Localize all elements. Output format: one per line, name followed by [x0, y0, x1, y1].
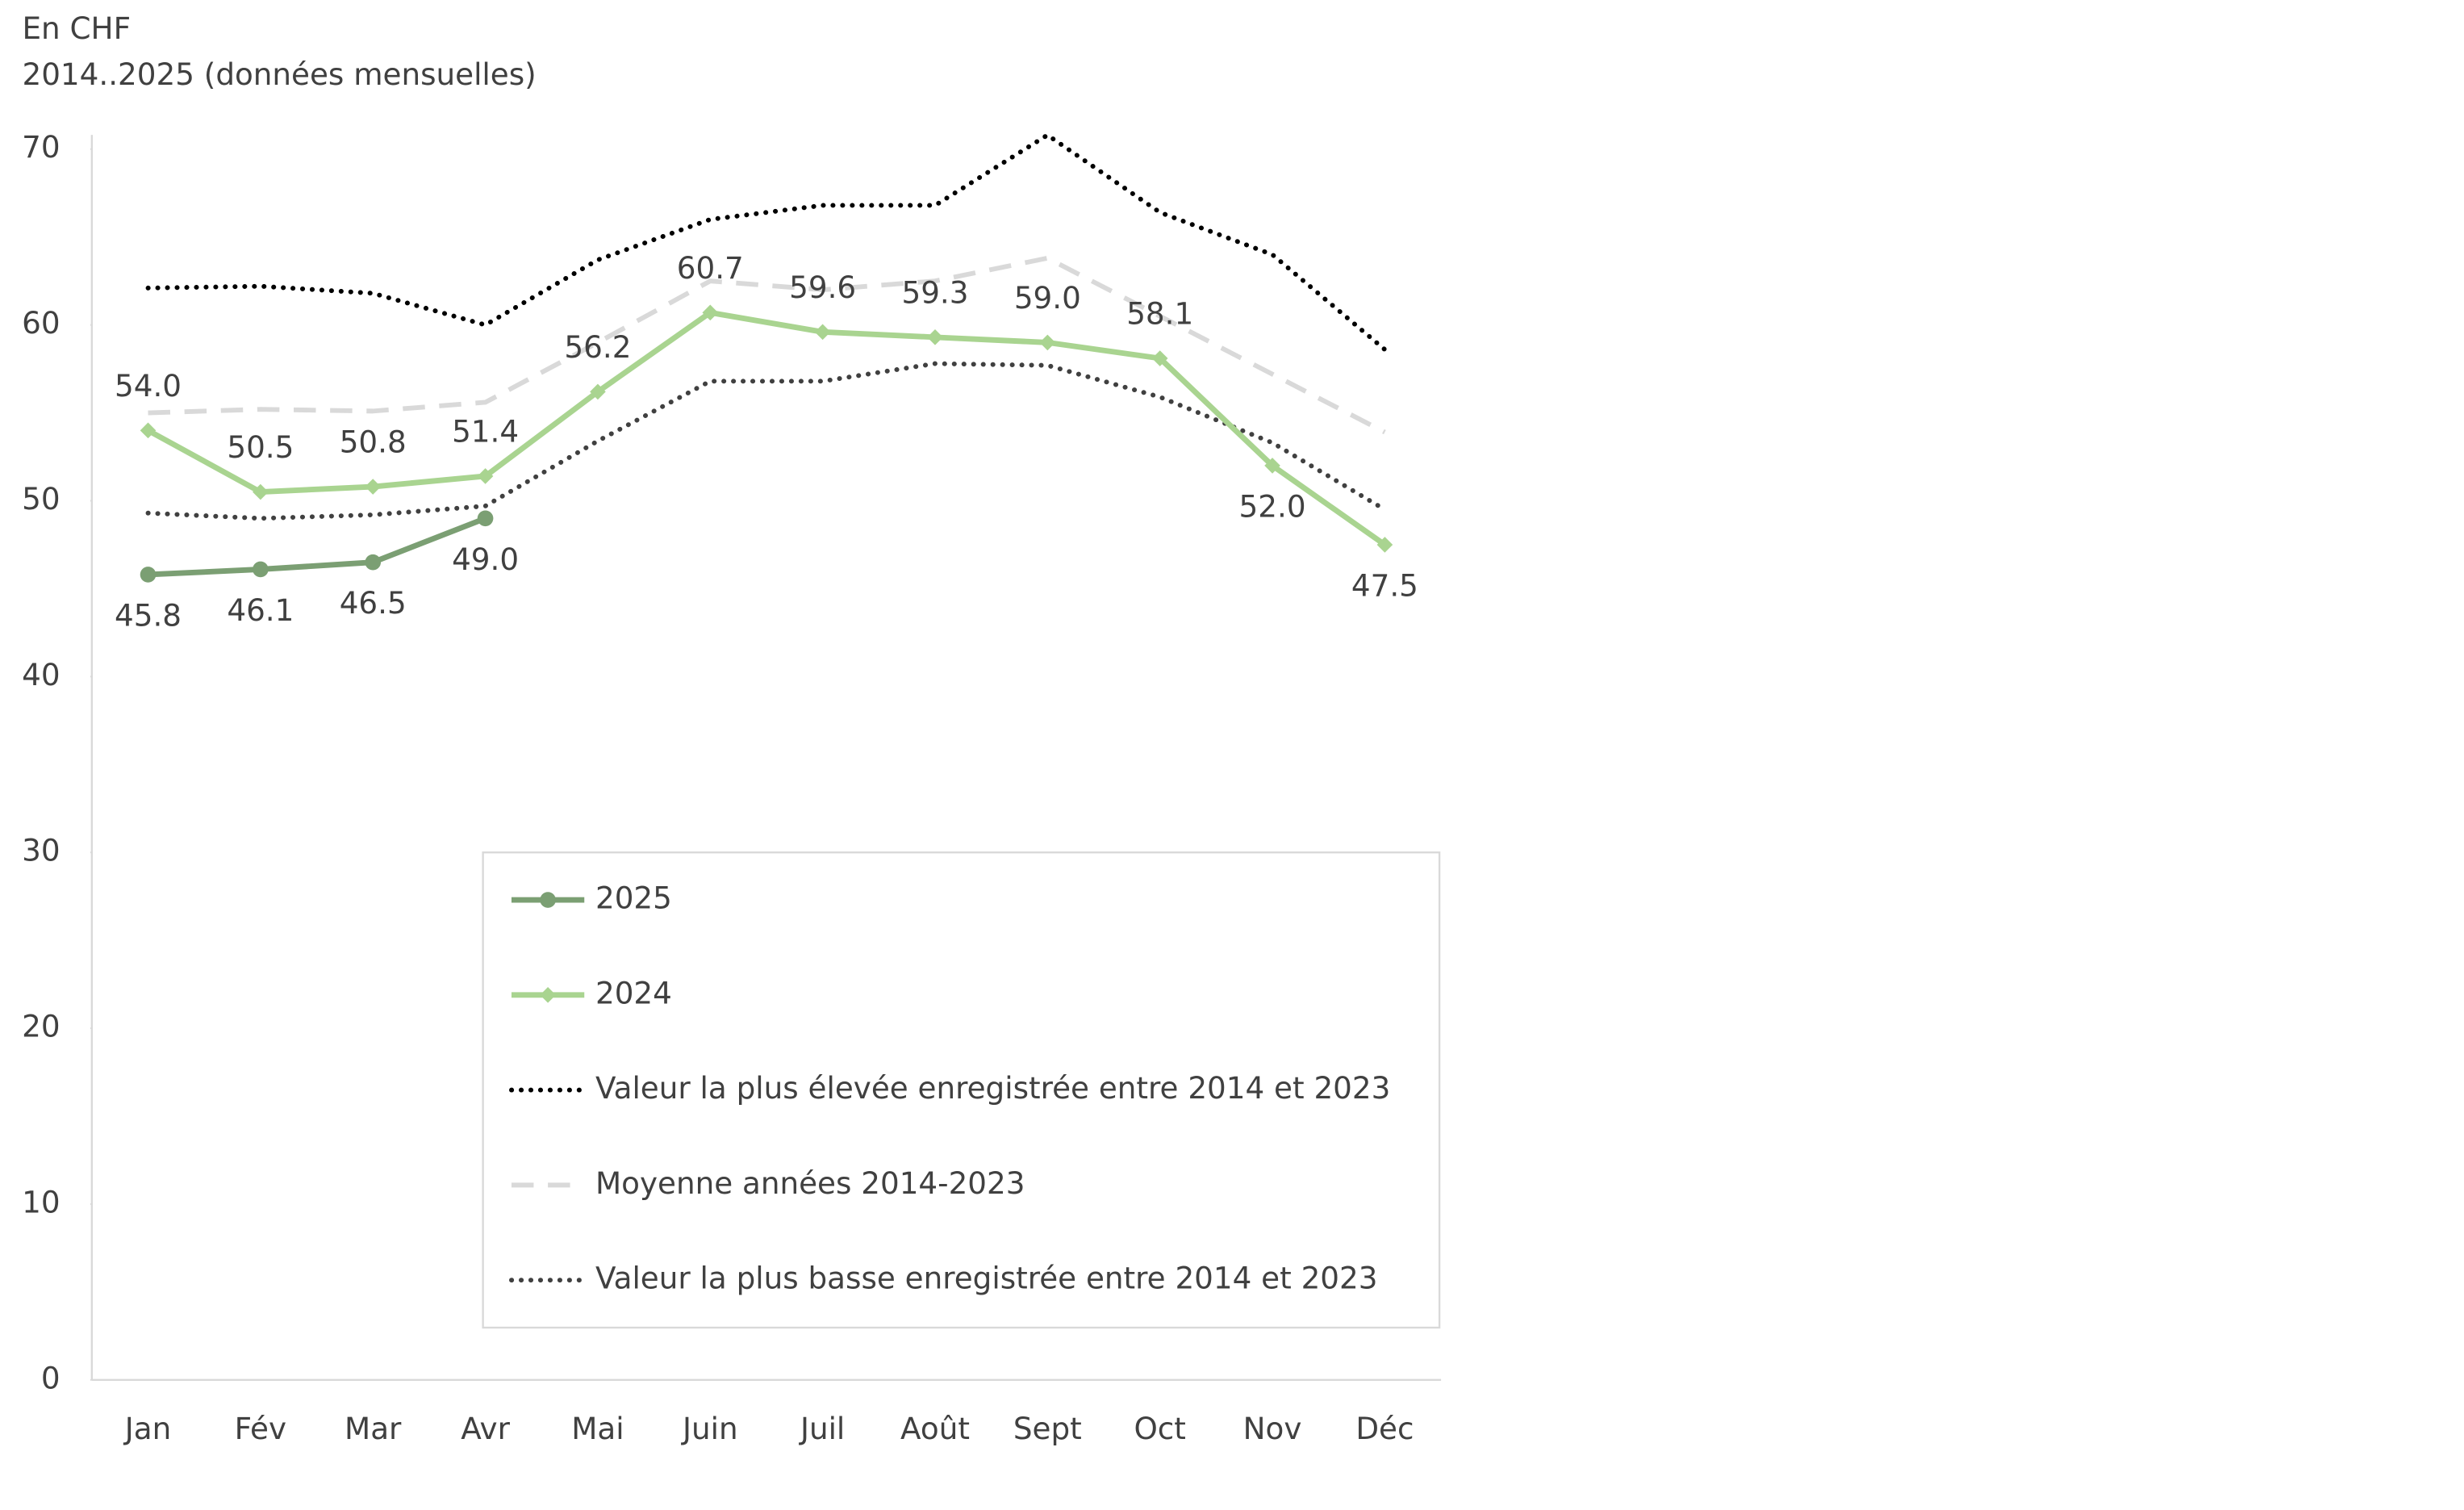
data-label: 59.6: [789, 270, 856, 305]
y-tick-label: 10: [22, 1184, 60, 1219]
series-line: [148, 516, 487, 578]
legend-box: [482, 851, 1441, 1329]
data-label: 56.2: [564, 329, 631, 365]
x-tick-label: Sept: [1013, 1411, 1082, 1446]
x-tick-label: Jan: [123, 1411, 171, 1446]
y-tick-label: 40: [22, 657, 60, 692]
x-tick-label: Déc: [1355, 1411, 1414, 1446]
data-label: 46.1: [227, 592, 294, 628]
legend-label: Valeur la plus élevée enregistrée entre …: [595, 1070, 1390, 1106]
point-marker: [477, 510, 494, 527]
data-label: 58.1: [1126, 296, 1193, 332]
x-tick-label: Fév: [235, 1411, 286, 1446]
x-tick-label: Août: [900, 1411, 970, 1446]
data-label: 51.4: [452, 413, 519, 449]
point-marker: [365, 479, 382, 495]
point-marker: [1151, 350, 1168, 366]
point-marker: [365, 554, 382, 571]
x-tick-label: Juin: [681, 1411, 738, 1446]
point-marker: [140, 422, 157, 439]
point-marker: [1376, 537, 1393, 553]
y-tick-label: 0: [41, 1360, 61, 1395]
legend-label: 2024: [595, 975, 672, 1010]
legend-label: 2025: [595, 880, 672, 916]
x-tick-label: Juil: [799, 1411, 845, 1446]
point-marker: [1264, 458, 1280, 474]
y-tick-label: 60: [22, 305, 60, 341]
x-tick-label: Avr: [461, 1411, 510, 1446]
data-label: 54.0: [115, 368, 182, 404]
data-label: 59.3: [901, 274, 968, 310]
data-label: 59.0: [1014, 280, 1081, 316]
x-tick-label: Mai: [571, 1411, 624, 1446]
x-tick-label: Mar: [345, 1411, 402, 1446]
point-marker: [253, 561, 269, 578]
subtitle: 2014..2025 (données mensuelles): [22, 56, 536, 92]
point-marker: [702, 304, 719, 321]
x-tick-label: Oct: [1134, 1411, 1185, 1446]
data-label: 52.0: [1239, 488, 1306, 524]
data-label: 46.5: [340, 585, 407, 621]
data-label: 47.5: [1351, 567, 1418, 603]
legend-marker: [540, 892, 556, 908]
series-line: [145, 361, 1388, 521]
series-line: [146, 309, 1387, 547]
legend-label: Valeur la plus basse enregistrée entre 2…: [595, 1261, 1377, 1296]
y-tick-label: 30: [22, 833, 60, 868]
data-label: 45.8: [115, 597, 182, 633]
point-marker: [140, 567, 157, 583]
data-label: 60.7: [677, 250, 744, 286]
data-label: 50.8: [340, 425, 407, 460]
x-tick-label: Nov: [1243, 1411, 1302, 1446]
series-line: [148, 255, 1386, 435]
y-tick-label: 50: [22, 481, 60, 517]
data-label: 49.0: [452, 542, 519, 577]
point-marker: [927, 329, 943, 345]
y-tick-label: 70: [22, 129, 60, 165]
data-label: 50.5: [227, 429, 294, 465]
point-marker: [1039, 334, 1056, 351]
series-line: [145, 132, 1388, 353]
legend-label: Moyenne années 2014-2023: [595, 1165, 1025, 1201]
subtitle: En CHF: [22, 10, 131, 46]
point-marker: [814, 324, 831, 341]
y-tick-label: 20: [22, 1009, 60, 1044]
